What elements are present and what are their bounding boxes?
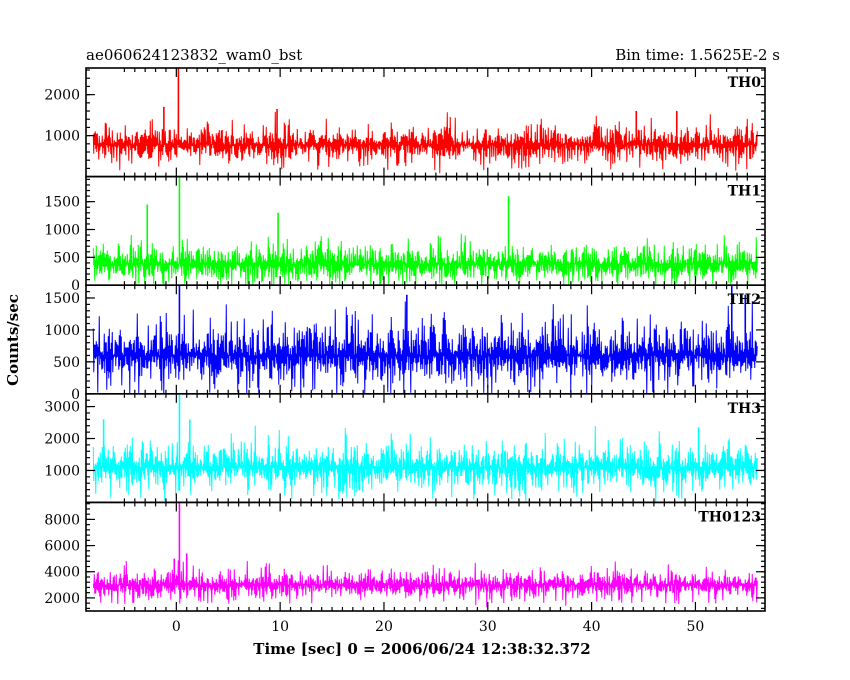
y-tick-label: 500 [53,355,80,371]
series-th1 [92,233,758,286]
x-tick-label: 40 [583,619,601,635]
series-th0 [92,111,758,174]
y-tick-label: 2000 [44,88,80,104]
y-tick-label: 1000 [44,323,80,339]
x-axis-label: Time [sec] 0 = 2006/06/24 12:38:32.372 [253,640,590,658]
x-tick-label: 50 [687,619,705,635]
y-tick-label: 8000 [44,512,80,528]
panel-name-th3: TH3 [728,401,761,417]
y-tick-label: 1500 [44,195,80,211]
panel-th2: 0 500 1000 1500 TH2 [44,284,766,403]
y-tick-label: 6000 [44,539,80,555]
y-tick-label: 0 [71,278,80,294]
x-tick-label: 0 [172,619,181,635]
y-axis-label: Counts/sec [4,294,22,386]
y-tick-label: 1000 [44,129,80,145]
chart-title-right: Bin time: 1.5625E-2 s [615,46,780,64]
panel-name-th1: TH1 [728,184,761,200]
panel-th0123: 2000 4000 6000 8000 TH0123 [44,501,766,612]
y-tick-label: 3000 [44,400,80,416]
x-tick-label: 20 [375,619,393,635]
series-th0123 [92,560,758,608]
chart-title-left: ae060624123832_wam0_bst [86,46,302,64]
y-tick-label: 1000 [44,223,80,239]
x-tick-label: 30 [479,619,497,635]
y-tick-label: 1500 [44,291,80,307]
panel-name-th2: TH2 [728,292,761,308]
y-tick-label: 2000 [44,432,80,448]
panel-name-th0123: TH0123 [698,509,761,525]
panel-th0: 1000 2000 TH0 [44,67,766,178]
series-th2 [92,301,758,394]
series-th3 [92,425,758,503]
panel-th1: 0 500 1000 1500 TH1 [44,175,766,294]
y-tick-label: 500 [53,250,80,266]
panel-name-th0: TH0 [728,75,762,91]
y-tick-label: 4000 [44,565,80,581]
y-tick-label: 1000 [44,463,80,479]
y-tick-label: 2000 [44,591,80,607]
panel-frame [85,284,766,395]
y-tick-label: 0 [71,387,80,403]
panel-th3: 1000 2000 3000 TH3 [44,392,766,504]
x-tick-label: 10 [271,619,289,635]
